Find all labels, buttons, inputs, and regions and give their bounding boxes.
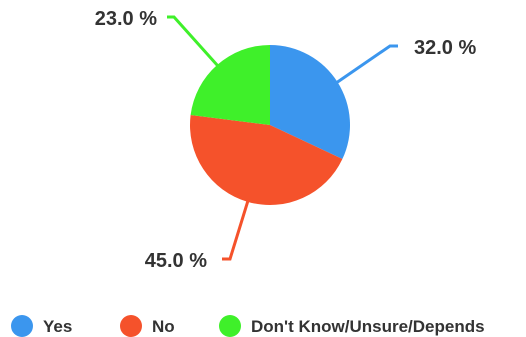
legend-item-don-t-know-unsure-depends[interactable]: Don't Know/Unsure/Depends [219, 315, 485, 337]
pie-slices [190, 45, 350, 205]
data-label-don-t-know-unsure-depends: 23.0 % [95, 8, 157, 30]
pie-slice-yes [270, 45, 350, 160]
data-label-no: 45.0 % [145, 250, 207, 272]
data-label-yes: 32.0 % [414, 37, 476, 59]
leader-line-yes [334, 44, 398, 85]
pie-slice-no [190, 114, 343, 205]
legend-item-yes[interactable]: Yes [11, 315, 72, 337]
leader-lines [167, 15, 398, 261]
legend-label-no: No [152, 317, 175, 336]
legend-label-yes: Yes [43, 317, 72, 336]
legend-swatch-no [120, 315, 142, 337]
legend-label-don-t-know-unsure-depends: Don't Know/Unsure/Depends [251, 317, 485, 336]
legend-swatch-don-t-know-unsure-depends [219, 315, 241, 337]
leader-line-no [222, 198, 250, 261]
leader-line-don-t-know-unsure-depends [167, 15, 221, 69]
pie-slice-don-t-know-unsure-depends [190, 45, 270, 125]
legend-swatch-yes [11, 315, 33, 337]
data-labels: 32.0 % 45.0 % 23.0 % [95, 8, 477, 272]
legend-item-no[interactable]: No [120, 315, 175, 337]
legend: Yes No Don't Know/Unsure/Depends [11, 315, 485, 337]
